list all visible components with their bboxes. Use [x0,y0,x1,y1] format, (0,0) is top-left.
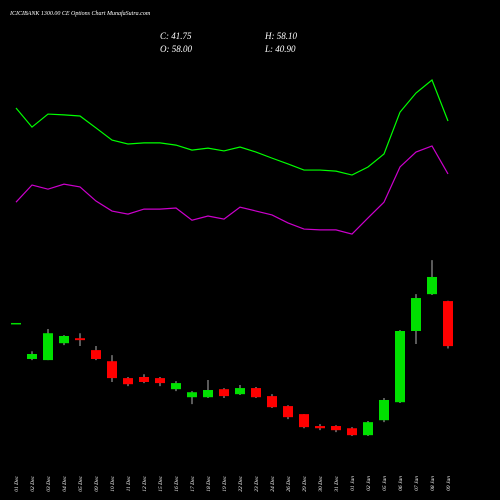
candle-body [43,333,53,361]
x-tick-label: 05 Jan [382,476,388,491]
candle-body [219,389,229,397]
candle-body [75,338,85,341]
candle-body [91,350,101,359]
x-tick-label: 01 Jan [350,476,356,491]
x-tick-label: 06 Jan [398,476,404,491]
candle-body [395,331,405,403]
x-tick-label: 17 Dec [190,475,196,491]
candle-body [59,335,69,344]
candle-body [331,426,341,431]
candle-body [283,406,293,418]
x-tick-label: 02 Dec [30,475,36,491]
candle-body [411,298,421,332]
x-tick-label: 11 Dec [126,475,132,491]
candle-body [187,392,197,398]
candle-body [427,276,437,295]
x-tick-label: 01 Dec [14,475,20,491]
chart-title: ICICIBANK 1300.00 CE Options Chart Munaf… [9,10,151,17]
candle-body [443,301,453,347]
x-tick-label: 24 Dec [269,475,276,491]
candle-body [27,353,37,359]
x-tick-label: 08 Jan [430,476,436,491]
candle-body [315,426,325,429]
x-tick-label: 29 Dec [302,475,308,491]
candle-body [107,361,117,379]
x-tick-label: 09 Jan [446,476,452,491]
x-tick-label: 18 Dec [206,475,212,491]
x-tick-label: 26 Dec [286,475,292,491]
indicator-line [15,145,449,235]
x-tick-label: 19 Dec [222,475,228,491]
high-label: H: 58.10 [264,31,297,41]
candle-body [363,422,373,436]
candle-body [299,414,309,428]
candle-body [139,376,149,382]
x-tick-label: 31 Dec [334,475,340,492]
candle-body [123,378,133,385]
x-tick-label: 03 Dec [46,475,52,491]
candle-body [267,396,277,408]
x-tick-label: 07 Jan [414,476,420,491]
candle-body [379,399,389,421]
x-tick-label: 12 Dec [142,475,148,491]
close-label: C: 41.75 [160,31,192,41]
x-tick-label: 15 Dec [158,475,164,491]
x-tick-label: 23 Dec [254,475,260,491]
x-tick-label: 02 Jan [366,476,372,491]
x-tick-label: 10 Dec [110,475,116,491]
candle-body [251,388,261,398]
x-tick-label: 09 Dec [94,475,100,491]
x-tick-label: 16 Dec [174,475,180,491]
candle-body [347,428,357,436]
x-tick-label: 04 Dec [61,475,68,491]
candle-body [155,378,165,384]
candle-body [203,390,213,398]
x-tick-label: 22 Dec [238,475,244,491]
candle-body [11,322,21,325]
candle-body [235,388,245,395]
open-label: O: 58.00 [160,44,192,54]
low-label: L: 40.90 [264,44,296,54]
x-tick-label: 05 Dec [78,475,84,491]
candle-body [171,383,181,390]
x-tick-label: 30 Dec [318,475,324,492]
indicator-line [15,79,449,176]
